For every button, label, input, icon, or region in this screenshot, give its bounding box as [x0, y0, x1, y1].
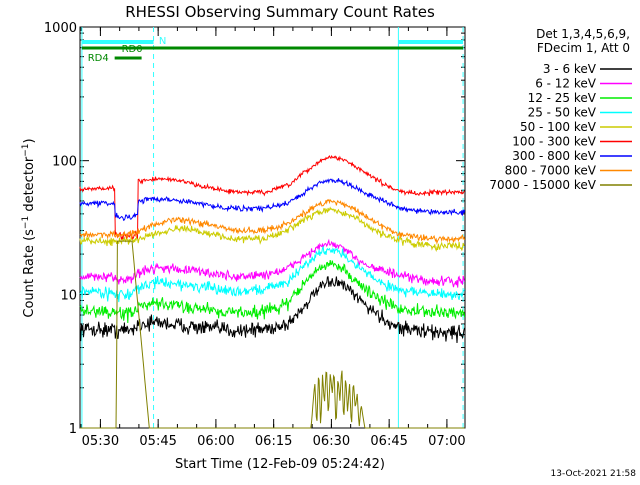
x-tick-label: 06:45 — [370, 434, 407, 449]
series-line-5 — [79, 154, 465, 240]
y-axis-label-exp1: −1 — [21, 216, 31, 229]
x-tick-label: 07:00 — [428, 434, 465, 449]
plot-layer: 1 10 100 1000 05:30 05:45 06:00 06:15 06:30 06:45… — [44, 21, 466, 449]
flag-label-rd4: RD4 — [88, 53, 109, 64]
flag-label-rd0: RD0 — [122, 44, 143, 55]
y-tick-label: 100 — [52, 155, 77, 170]
y-axis-label-exp2: −1 — [21, 143, 31, 156]
series-line-1 — [79, 238, 466, 288]
legend-entry-label: 800 - 7000 keV — [505, 164, 597, 178]
legend-entry-label: 300 - 800 keV — [512, 149, 596, 163]
y-axis-label-mid: detector — [22, 156, 37, 216]
legend-entry-label: 7000 - 15000 keV — [489, 178, 596, 192]
x-tick-label: 06:15 — [255, 434, 292, 449]
legend-header-line-2: FDecim 1, Att 0 — [537, 41, 630, 55]
legend-entry-label: 3 - 6 keV — [543, 62, 597, 76]
x-tick-label: 05:30 — [82, 434, 119, 449]
series-line-4 — [79, 206, 465, 253]
y-axis-label-prefix: Count Rate (s — [22, 229, 37, 318]
series-line-7 — [79, 198, 466, 245]
legend-header-line-1: Det 1,3,4,5,6,9, — [536, 27, 630, 41]
x-tick-label: 06:30 — [313, 434, 350, 449]
series-line-3 — [79, 245, 466, 303]
y-tick-label: 10 — [60, 288, 77, 303]
x-axis-label: Start Time (12-Feb-09 05:24:42) — [175, 457, 385, 472]
y-axis-label: Count Rate (s−1 detector−1) — [21, 138, 37, 317]
series-line-0 — [79, 276, 466, 344]
plot-timestamp: 13-Oct-2021 21:58 — [551, 469, 637, 479]
legend-entry-label: 12 - 25 keV — [528, 91, 597, 105]
x-tick-label: 06:00 — [197, 434, 234, 449]
series-line-8 — [80, 240, 465, 429]
flag-label-night: N — [159, 36, 166, 47]
legend-entry-label: 50 - 100 keV — [520, 120, 597, 134]
series-line-6 — [79, 178, 466, 222]
y-tick-label: 1 — [69, 422, 77, 437]
y-tick-label: 1000 — [44, 21, 77, 36]
y-axis-label-suffix: ) — [22, 138, 37, 143]
chart-title: RHESSI Observing Summary Count Rates — [125, 3, 435, 21]
series-line-2 — [79, 260, 466, 324]
legend-entry-label: 100 - 300 keV — [512, 135, 596, 149]
legend-entry-label: 25 - 50 keV — [528, 106, 597, 120]
legend-entry-label: 6 - 12 keV — [535, 77, 597, 91]
x-tick-label: 05:45 — [139, 434, 176, 449]
